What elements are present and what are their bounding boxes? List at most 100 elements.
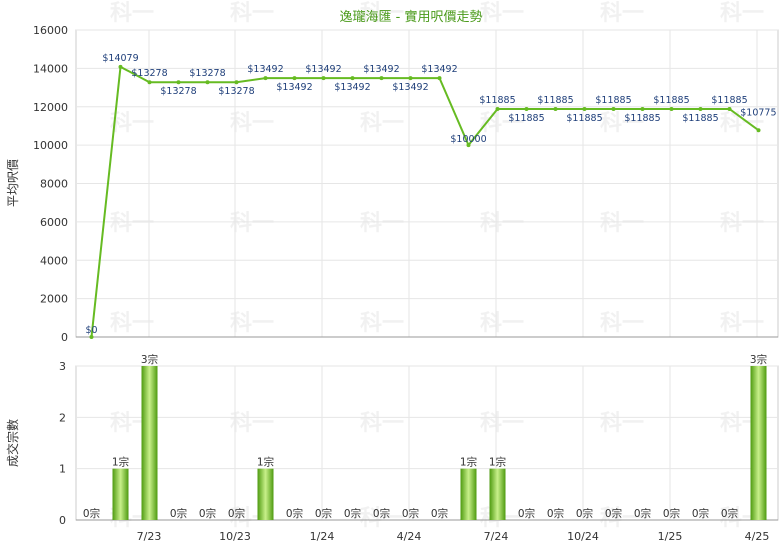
line-y-tick-label: 2000 bbox=[40, 293, 68, 306]
chart-title: 逸瓏海匯 - 實用呎價走勢 bbox=[340, 9, 483, 25]
watermark-text: 科一 bbox=[110, 1, 154, 26]
x-tick-label: 4/25 bbox=[745, 530, 770, 543]
series-point bbox=[495, 106, 500, 111]
series-point bbox=[321, 76, 326, 81]
series-point bbox=[756, 128, 761, 133]
watermark-text: 科一 bbox=[110, 111, 154, 136]
bar-data-label: 0宗 bbox=[170, 507, 187, 520]
line-data-label: $11885 bbox=[537, 95, 573, 106]
bar-data-label: 0宗 bbox=[228, 507, 245, 520]
line-data-label: $13492 bbox=[247, 64, 283, 75]
bar-y-tick-label: 2 bbox=[59, 411, 66, 424]
watermark-text: 科一 bbox=[230, 411, 274, 436]
x-tick-label: 1/24 bbox=[310, 530, 335, 543]
line-y-tick-label: 16000 bbox=[33, 24, 68, 37]
series-point bbox=[205, 80, 210, 85]
series-point bbox=[553, 106, 558, 111]
bar-plot-frame bbox=[75, 365, 779, 521]
bar-data-label: 0宗 bbox=[721, 507, 738, 520]
bar-data-label: 0宗 bbox=[634, 507, 651, 520]
series-point bbox=[524, 106, 529, 111]
x-tick-label: 4/24 bbox=[397, 530, 422, 543]
watermark-text: 科一 bbox=[360, 1, 404, 26]
line-y-tick-label: 4000 bbox=[40, 254, 68, 267]
axis-layer: 0 2000 4000 6000 8000 10000 12000 14000 16000 0 1 2… bbox=[33, 24, 778, 543]
watermark-text: 科一 bbox=[600, 506, 644, 531]
line-data-label: $13492 bbox=[276, 82, 312, 93]
x-tick-label: 10/23 bbox=[219, 530, 251, 543]
bar-data-label: 0宗 bbox=[431, 507, 448, 520]
line-data-label: $13278 bbox=[218, 86, 254, 97]
line-data-label: $11885 bbox=[682, 113, 718, 124]
line-data-label: $13492 bbox=[363, 64, 399, 75]
series-point bbox=[437, 76, 442, 81]
bar-mark bbox=[750, 366, 767, 520]
series-point bbox=[89, 335, 94, 339]
bar-data-label: 0宗 bbox=[518, 507, 535, 520]
line-data-label: $11885 bbox=[595, 95, 631, 106]
series-line bbox=[90, 65, 760, 338]
line-data-label: $13278 bbox=[160, 86, 196, 97]
series-point bbox=[292, 76, 297, 81]
line-data-label: $11885 bbox=[479, 95, 515, 106]
watermark-text: 科一 bbox=[360, 311, 404, 336]
watermark-text: 科一 bbox=[480, 1, 524, 26]
line-data-label: $13492 bbox=[334, 82, 370, 93]
series-point bbox=[466, 143, 471, 148]
line-y-axis-label: 平均呎價 bbox=[6, 159, 20, 207]
watermark-text: 科一 bbox=[480, 411, 524, 436]
watermark-text: 科一 bbox=[600, 311, 644, 336]
bar-data-label: 0宗 bbox=[547, 507, 564, 520]
label-layer: 0宗 1宗 3宗 0宗 0宗 0宗 1宗 0宗 0宗 0宗 0宗 0宗 0宗 1宗 1宗 0宗 0宗 0宗 0宗 0宗… bbox=[83, 53, 777, 520]
watermark-text: 科一 bbox=[230, 111, 274, 136]
x-tick-label: 1/25 bbox=[658, 530, 683, 543]
series-point bbox=[582, 106, 587, 111]
bar-layer bbox=[112, 366, 767, 520]
bar-data-label: 1宗 bbox=[460, 456, 477, 469]
bar-data-label: 1宗 bbox=[489, 456, 506, 469]
bar-data-label: 0宗 bbox=[286, 507, 303, 520]
bar-data-label: 0宗 bbox=[663, 507, 680, 520]
watermark-text: 科一 bbox=[600, 411, 644, 436]
x-tick-label: 10/24 bbox=[567, 530, 599, 543]
series-point bbox=[408, 76, 413, 81]
series-point bbox=[263, 76, 268, 81]
line-data-label: $11885 bbox=[624, 113, 660, 124]
line-y-tick-label: 8000 bbox=[40, 178, 68, 191]
watermark-text: 科一 bbox=[360, 411, 404, 436]
bar-data-label: 1宗 bbox=[112, 456, 129, 469]
line-data-label: $11885 bbox=[653, 95, 689, 106]
line-data-label: $14079 bbox=[102, 53, 138, 64]
watermark-text: 科一 bbox=[110, 211, 154, 236]
x-tick-label: 7/23 bbox=[137, 530, 162, 543]
bar-data-label: 3宗 bbox=[750, 353, 767, 366]
series-point bbox=[611, 106, 616, 111]
watermark-text: 科一 bbox=[360, 506, 404, 531]
series-point bbox=[640, 106, 645, 111]
x-tick-label: 7/24 bbox=[484, 530, 509, 543]
line-data-label: $10775 bbox=[740, 107, 776, 118]
watermark-text: 科一 bbox=[230, 1, 274, 26]
line-data-label: $13492 bbox=[392, 82, 428, 93]
watermark-text: 科一 bbox=[360, 211, 404, 236]
bar-data-label: 0宗 bbox=[692, 507, 709, 520]
watermark-text: 科一 bbox=[480, 211, 524, 236]
line-data-label: $11885 bbox=[711, 95, 747, 106]
bar-data-label: 1宗 bbox=[257, 456, 274, 469]
line-data-label: $10000 bbox=[450, 134, 486, 145]
series-point bbox=[698, 106, 703, 111]
line-data-label: $11885 bbox=[566, 113, 602, 124]
bar-data-label: 0宗 bbox=[576, 507, 593, 520]
bar-mark bbox=[112, 468, 129, 520]
grid-layer bbox=[75, 29, 779, 521]
bar-data-label: 3宗 bbox=[141, 353, 158, 366]
line-data-label: $13492 bbox=[421, 64, 457, 75]
series-point bbox=[379, 76, 384, 81]
series-point bbox=[234, 80, 239, 85]
series-point bbox=[350, 76, 355, 81]
bar-data-label: 0宗 bbox=[315, 507, 332, 520]
bar-y-tick-label: 1 bbox=[59, 463, 66, 476]
bar-data-label: 0宗 bbox=[199, 507, 216, 520]
